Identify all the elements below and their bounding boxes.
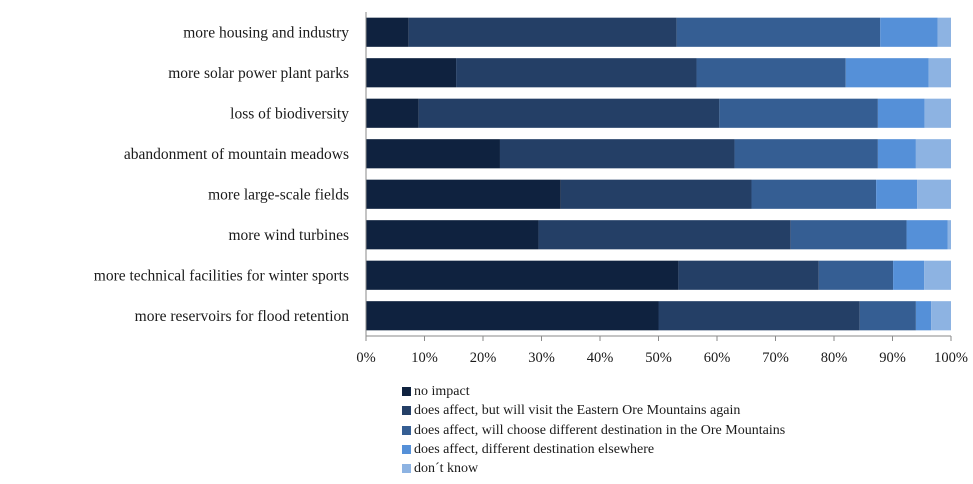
bar-segment <box>928 58 951 88</box>
x-tick-label: 10% <box>411 350 438 366</box>
bar-segment <box>877 98 925 128</box>
legend-swatch <box>402 387 411 397</box>
bar-segment <box>947 220 951 250</box>
legend-label: no impact <box>414 384 470 399</box>
legend-label: does affect, different destination elsew… <box>414 441 655 457</box>
bar-segment <box>924 260 951 290</box>
bar-segment <box>366 179 561 209</box>
bar-segment <box>538 220 791 250</box>
legend-label: does affect, but will visit the Eastern … <box>414 403 741 419</box>
legend-label: does affect, will choose different desti… <box>414 422 786 438</box>
bar-segment <box>931 301 951 331</box>
bar-segment <box>719 98 878 128</box>
bar-segment <box>366 220 539 250</box>
bar-segment <box>751 179 877 209</box>
x-tick-label: 0% <box>356 350 375 366</box>
x-tick-label: 70% <box>762 350 789 366</box>
x-tick-label: 90% <box>879 350 906 366</box>
legend-item: does affect, but will visit the Eastern … <box>402 401 785 420</box>
category-label: more solar power plant parks <box>168 65 349 82</box>
x-tick-label: 20% <box>470 350 497 366</box>
x-tick-label: 50% <box>645 350 672 366</box>
bar-segment <box>915 301 932 331</box>
bar-segment <box>366 139 500 169</box>
category-label: loss of biodiversity <box>230 105 349 122</box>
bar-segment <box>408 17 677 47</box>
x-tick-label: 100% <box>934 350 968 366</box>
bar-segment <box>818 260 894 290</box>
bar-segment <box>366 260 679 290</box>
legend-swatch <box>402 464 411 474</box>
bar-segment <box>790 220 907 250</box>
bar-segment <box>877 139 916 169</box>
category-label: more reservoirs for flood retention <box>135 308 350 325</box>
category-label: more technical facilities for winter spo… <box>94 267 349 284</box>
legend-swatch <box>402 406 411 416</box>
category-label: more housing and industry <box>183 24 349 41</box>
bar-segment <box>906 220 948 250</box>
legend-item: does affect, different destination elsew… <box>402 440 785 459</box>
legend-item: does affect, will choose different desti… <box>402 421 785 440</box>
bar-segment <box>696 58 846 88</box>
legend-swatch <box>402 425 411 435</box>
category-label: more large-scale fields <box>208 186 349 203</box>
bar-segment <box>917 179 951 209</box>
category-label: more wind turbines <box>228 227 349 244</box>
bar-segment <box>366 98 419 128</box>
legend-swatch <box>402 445 411 455</box>
bar-segment <box>418 98 720 128</box>
x-tick-label: 80% <box>821 350 848 366</box>
legend-item: no impact <box>402 382 785 401</box>
bar-segment <box>876 179 918 209</box>
bar-segment <box>560 179 752 209</box>
bar-segment <box>924 98 951 128</box>
bar-segment <box>658 301 860 331</box>
bar-segment <box>366 301 659 331</box>
bar-segment <box>499 139 735 169</box>
legend: no impact does affect, but will visit the… <box>402 382 785 478</box>
category-label: abandonment of mountain meadows <box>124 146 349 163</box>
x-tick-label: 30% <box>528 350 555 366</box>
bar-segment <box>859 301 916 331</box>
bar-segment <box>880 17 938 47</box>
bars-group <box>366 17 951 331</box>
bar-segment <box>893 260 925 290</box>
bar-segment <box>676 17 881 47</box>
category-labels: more housing and industry more solar powe… <box>94 24 349 325</box>
x-tick-label: 60% <box>704 350 731 366</box>
bar-segment <box>678 260 819 290</box>
bar-segment <box>937 17 951 47</box>
x-axis-ticks: 0% 10% 20% 30% 40% 50% 60% 70% 80% 90% 100% <box>356 336 968 366</box>
legend-item: don´t know <box>402 459 785 478</box>
x-tick-label: 40% <box>587 350 614 366</box>
bar-segment <box>366 58 457 88</box>
bar-segment <box>456 58 697 88</box>
bar-segment <box>915 139 951 169</box>
bar-segment <box>366 17 409 47</box>
legend-label: don´t know <box>414 461 479 477</box>
bar-segment <box>845 58 929 88</box>
bar-segment <box>734 139 878 169</box>
